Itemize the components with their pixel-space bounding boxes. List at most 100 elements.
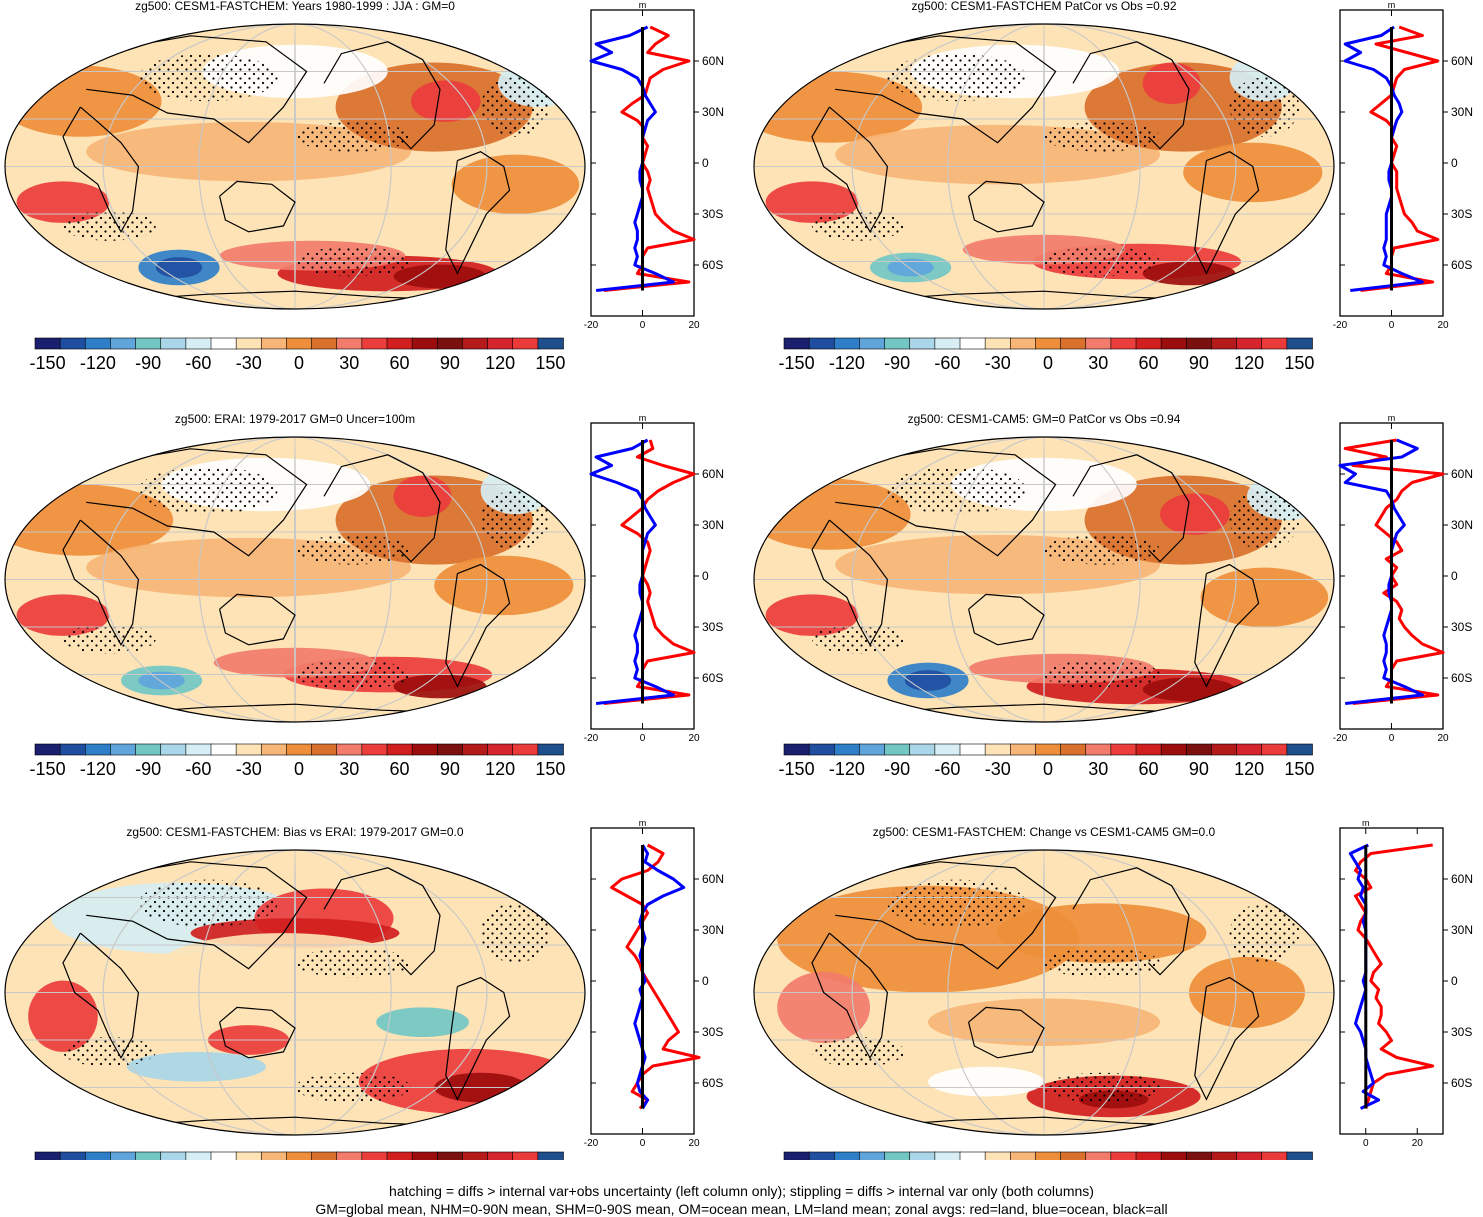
colorbar-label: -60 <box>934 759 960 779</box>
colorbar-swatch <box>487 743 514 756</box>
stippling-region <box>812 211 905 241</box>
colorbar-label: -30 <box>236 353 262 373</box>
zonal-unit: m <box>1388 0 1396 10</box>
colorbar-swatch <box>462 1151 489 1160</box>
stippling-region <box>1229 903 1300 963</box>
zonal-unit: m <box>1388 413 1396 423</box>
colorbar-swatch <box>160 337 187 350</box>
anomaly-region <box>1241 861 1311 898</box>
lat-label: 0 <box>702 974 709 988</box>
colorbar-swatch <box>235 1151 263 1160</box>
map-title: zg500: CESM1-FASTCHEM: Bias vs ERAI: 197… <box>126 825 463 839</box>
colorbar-swatch <box>909 1151 936 1160</box>
colorbar-swatch <box>110 337 137 350</box>
coastline <box>968 1006 1045 1059</box>
anomaly-region <box>928 1066 1044 1097</box>
colorbar-swatch <box>1261 1151 1288 1160</box>
anomaly-region <box>765 594 859 636</box>
colorbar-swatch <box>959 1151 986 1160</box>
stippling-region <box>480 903 551 963</box>
map-field <box>754 24 1334 309</box>
colorbar-swatch <box>808 337 836 350</box>
lat-label: 0 <box>702 569 709 583</box>
coastline <box>323 41 441 150</box>
lat-label: 60N <box>1451 872 1473 886</box>
colorbar-swatch <box>1160 743 1188 756</box>
coastline <box>62 519 140 647</box>
longitude-gridline <box>1043 437 1045 722</box>
zonal-x-tick-label: 20 <box>1437 733 1449 744</box>
stippling-region <box>480 77 551 137</box>
colorbar-swatch <box>1211 743 1238 756</box>
colorbar-swatch <box>1060 337 1087 350</box>
lat-label: 60N <box>1451 467 1473 481</box>
colorbar-label: -120 <box>829 759 865 779</box>
anomaly-region <box>411 80 481 122</box>
colorbar-swatch <box>311 743 338 756</box>
anomaly-region <box>765 181 859 223</box>
colorbar-label: 0 <box>1043 353 1053 373</box>
zonal-mean-plot: m -20 0 20 60N 30N 0 30S 60S <box>584 413 724 744</box>
colorbar-swatch <box>210 337 237 350</box>
colorbar: -60-48-36-24-1201224364860 <box>783 1151 1313 1160</box>
map-title: zg500: CESM1-FASTCHEM PatCor vs Obs =0.9… <box>911 0 1176 13</box>
coastline <box>1072 454 1190 563</box>
stippling-region <box>295 534 411 565</box>
zonal-x-tick-label: 20 <box>688 1138 700 1149</box>
anomaly-region <box>28 980 98 1052</box>
colorbar-swatch <box>185 1151 212 1160</box>
zonal-unit: m <box>639 413 647 423</box>
colorbar-swatch <box>537 337 564 350</box>
colorbar-swatch <box>833 1151 861 1160</box>
colorbar-swatch <box>436 337 464 350</box>
stippling-region <box>138 466 278 515</box>
colorbar-swatch <box>135 337 162 350</box>
longitude-gridline <box>102 24 488 309</box>
anomaly-region <box>1142 62 1201 105</box>
panel-6: zg500: CESM1-FASTCHEM: Change vs CESM1-C… <box>753 818 1473 1160</box>
footer-line-2: GM=global mean, NHM=0-90N mean, SHM=0-90… <box>315 1201 1168 1217</box>
colorbar-swatch <box>160 743 187 756</box>
colorbar-swatch <box>884 337 911 350</box>
colorbar-swatch <box>783 337 810 350</box>
colorbar-swatch <box>260 743 288 756</box>
colorbar-swatch <box>160 1151 187 1160</box>
longitude-gridline <box>198 24 392 309</box>
colorbar-swatch <box>1009 743 1037 756</box>
colorbar-swatch <box>260 1151 288 1160</box>
colorbar-swatch <box>1085 1151 1112 1160</box>
lat-label: 30N <box>702 518 724 532</box>
lat-label: 30S <box>702 207 723 221</box>
stippling-region <box>812 1037 905 1067</box>
colorbar-swatch <box>336 337 363 350</box>
colorbar-swatch <box>1185 1151 1213 1160</box>
coastline <box>1072 41 1190 150</box>
zonal-land-line <box>610 843 701 1110</box>
lat-label: 60S <box>702 1076 723 1090</box>
anomaly-region <box>1160 493 1230 535</box>
colorbar-swatch <box>462 337 489 350</box>
anomaly-region <box>754 478 911 550</box>
longitude-gridline <box>294 437 296 722</box>
colorbar-swatch <box>84 1151 112 1160</box>
map-outline <box>4 849 586 1136</box>
colorbar-label: 0 <box>1043 759 1053 779</box>
anomaly-region <box>138 671 185 690</box>
colorbar-swatch <box>436 1151 464 1160</box>
lat-label: 30S <box>1451 620 1472 634</box>
colorbar-label: 30 <box>1088 759 1108 779</box>
longitude-gridline <box>851 437 1237 722</box>
zonal-land-line <box>603 439 696 705</box>
panel-3: zg500: ERAI: 1979-2017 GM=0 Uncer=100m -1… <box>4 412 724 779</box>
longitude-gridline <box>198 437 392 722</box>
zonal-x-tick-label: 20 <box>1412 1138 1424 1149</box>
colorbar-label: 90 <box>1189 759 1209 779</box>
colorbar-label: -90 <box>884 759 910 779</box>
colorbar-swatch <box>1236 743 1263 756</box>
coastline <box>62 35 308 144</box>
zonal-land-line <box>603 25 696 292</box>
colorbar-swatch <box>512 1151 539 1160</box>
colorbar-swatch <box>808 1151 836 1160</box>
stippling-region <box>63 624 156 654</box>
colorbar-swatch <box>1110 743 1137 756</box>
